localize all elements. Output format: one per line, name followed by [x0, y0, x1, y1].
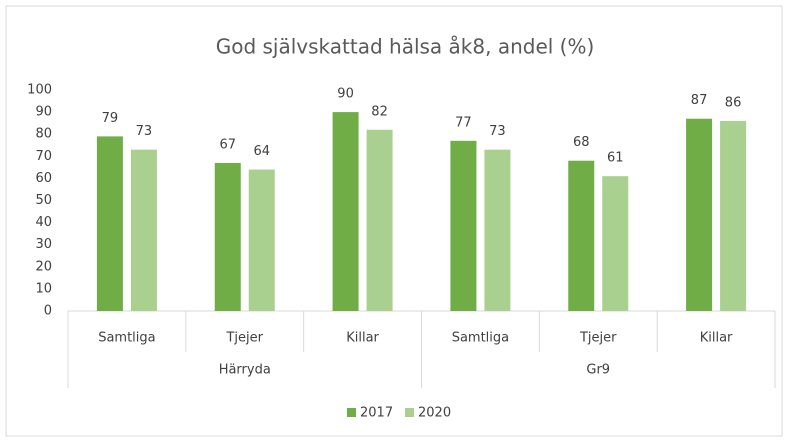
data-label: 86: [725, 95, 742, 110]
data-label: 67: [219, 137, 236, 152]
y-tick-label: 50: [35, 193, 52, 208]
data-label: 61: [607, 151, 624, 166]
x-tick-label: Samtliga: [452, 331, 509, 346]
legend-label: 2017: [360, 406, 393, 421]
x-tick-label: Killar: [700, 331, 733, 346]
y-tick-label: 70: [35, 149, 52, 164]
data-label: 77: [455, 115, 472, 130]
data-label: 90: [337, 87, 354, 102]
legend-swatch: [405, 408, 414, 417]
y-tick-label: 100: [27, 83, 52, 98]
data-label: 82: [371, 104, 388, 119]
bar: [450, 140, 477, 311]
data-label: 73: [136, 124, 153, 139]
y-tick-label: 20: [35, 259, 52, 274]
y-tick-label: 80: [35, 127, 52, 142]
bar: [484, 149, 511, 311]
bar: [214, 162, 241, 311]
bar: [602, 176, 629, 311]
data-label: 73: [489, 124, 506, 139]
x-tick-label: Tjejer: [225, 331, 263, 346]
chart-title: God självskattad hälsa åk8, andel (%): [216, 35, 595, 59]
y-tick-label: 90: [35, 105, 52, 120]
legend-swatch: [347, 408, 356, 417]
group-label: Härryda: [219, 363, 271, 378]
bar: [332, 112, 359, 311]
bar: [720, 120, 747, 311]
y-tick-label: 40: [35, 215, 52, 230]
y-tick-label: 60: [35, 171, 52, 186]
y-tick-label: 10: [35, 281, 52, 296]
group-label: Gr9: [586, 363, 610, 378]
x-tick-label: Tjejer: [579, 331, 617, 346]
y-tick-label: 30: [35, 237, 52, 252]
bar: [568, 160, 595, 311]
x-tick-label: Killar: [346, 331, 379, 346]
bar: [366, 129, 393, 311]
data-label: 87: [691, 93, 708, 108]
data-label: 79: [102, 111, 119, 126]
bar: [248, 169, 275, 311]
x-tick-label: Samtliga: [98, 331, 155, 346]
y-tick-label: 0: [44, 304, 52, 319]
bar: [130, 149, 157, 311]
data-label: 64: [253, 144, 270, 159]
legend-label: 2020: [418, 406, 451, 421]
bar: [686, 118, 713, 311]
bar: [96, 136, 123, 311]
data-label: 68: [573, 135, 590, 150]
